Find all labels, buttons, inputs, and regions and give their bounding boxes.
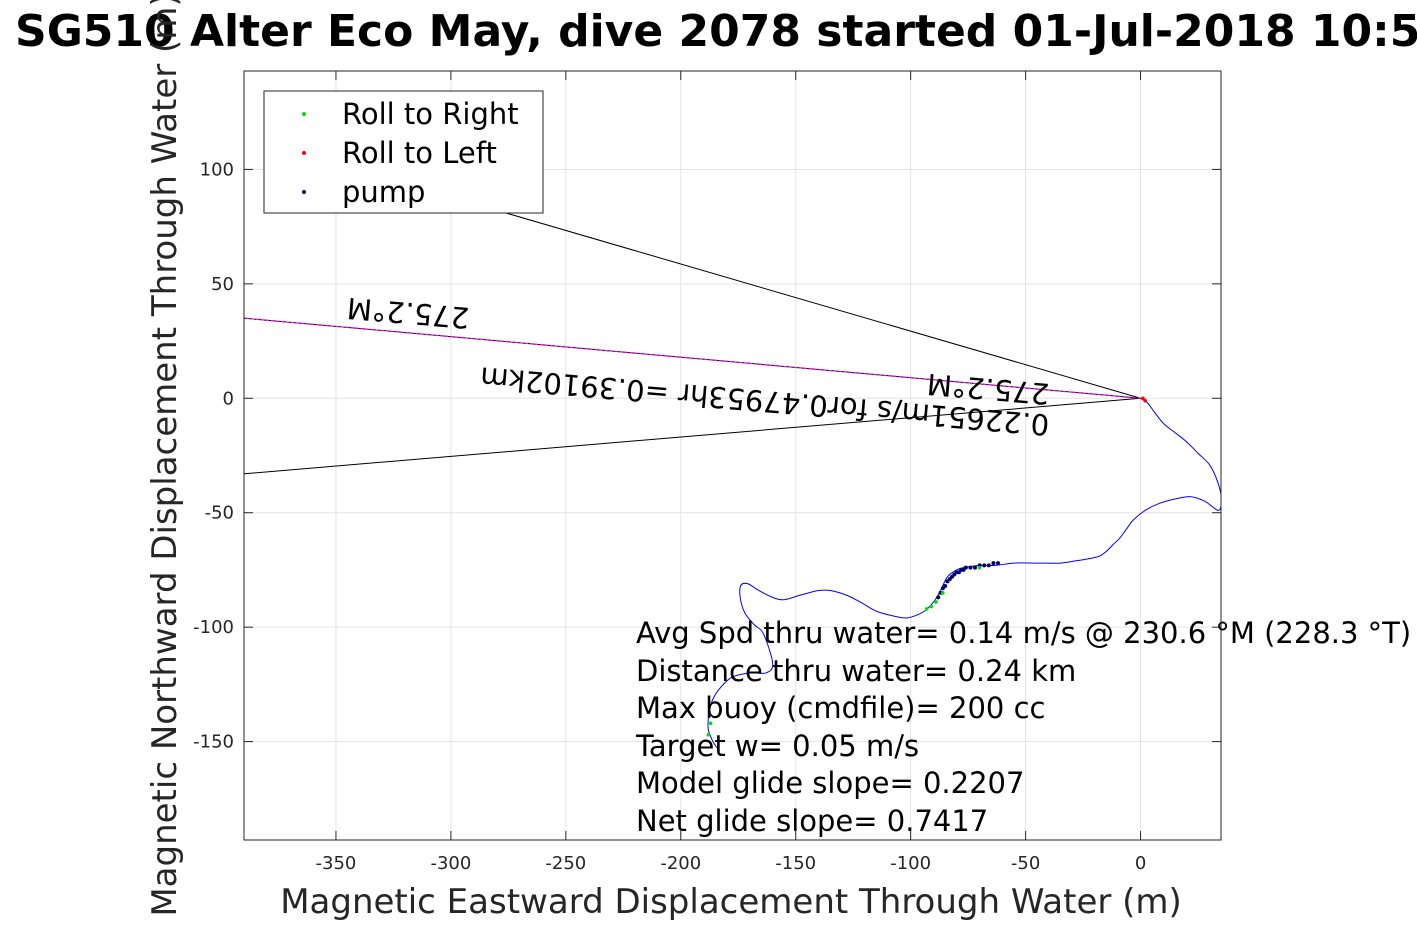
legend-marker-roll-left [302, 151, 306, 155]
legend-label-pump: pump [342, 175, 425, 209]
y-tick-label: 0 [223, 388, 234, 409]
pump-point [973, 565, 978, 570]
pump-point [945, 579, 950, 584]
roll-right-point [706, 732, 711, 737]
legend: Roll to Right Roll to Left pump [263, 90, 544, 214]
grid-lines [244, 71, 1221, 840]
current-vector-line [244, 317, 1141, 399]
chart-title: SG510 Alter Eco May, dive 2078 started 0… [15, 6, 1417, 57]
roll-right-point [977, 565, 982, 570]
glider-track-line [707, 397, 1221, 749]
x-tick-label: -150 [775, 853, 816, 874]
x-tick-labels: -350 -300 -250 -200 -150 -100 -50 0 [316, 71, 1146, 874]
stat-net-glide: Net glide slope= 0.7417 [636, 804, 988, 838]
x-tick-label: -350 [316, 853, 357, 874]
y-tick-label: 100 [200, 159, 234, 180]
stat-model-glide: Model glide slope= 0.2207 [636, 766, 1024, 800]
pump-point [996, 561, 1001, 566]
roll-right-point [934, 600, 938, 604]
x-tick-label: -300 [430, 853, 471, 874]
bearing-line-lower [244, 397, 1141, 475]
stat-distance: Distance thru water= 0.24 km [636, 654, 1076, 688]
bearing-line-upper [450, 196, 1141, 399]
pump-point [968, 565, 973, 570]
x-tick-label: -250 [545, 853, 586, 874]
x-tick-label: 0 [1135, 853, 1146, 874]
roll-right-point [924, 607, 929, 611]
stat-max-buoy: Max buoy (cmdfile)= 200 cc [636, 691, 1045, 725]
roll-right-point [929, 604, 934, 609]
roll-right-point [708, 721, 713, 726]
legend-box [263, 90, 544, 214]
axes-frame [243, 70, 1222, 841]
legend-marker-roll-right [302, 112, 306, 116]
stat-target-w: Target w= 0.05 m/s [635, 729, 919, 763]
stat-avg-speed: Avg Spd thru water= 0.14 m/s @ 230.6 °M … [636, 616, 1411, 650]
pump-point [991, 561, 996, 566]
pump-point [940, 586, 945, 591]
y-tick-label: -50 [205, 503, 234, 524]
stats-block: Avg Spd thru water= 0.14 m/s @ 230.6 °M … [635, 616, 1411, 838]
roll-left-point [1143, 398, 1147, 403]
y-tick-label: -150 [193, 732, 234, 753]
pump-point [986, 563, 991, 568]
legend-label-roll-right: Roll to Right [342, 97, 519, 131]
y-tick-labels: -150 -100 -50 0 50 100 [193, 159, 1221, 753]
pump-point [936, 595, 941, 600]
roll-right-point [941, 591, 945, 595]
pump-point [982, 563, 987, 568]
x-tick-label: -50 [1011, 853, 1040, 874]
plot-content [244, 196, 1221, 749]
x-tick-label: -100 [890, 853, 931, 874]
y-tick-label: 50 [211, 274, 234, 295]
y-axis-label: Magnetic Northward Displacement Through … [145, 0, 185, 917]
legend-marker-pump [302, 190, 306, 194]
x-tick-label: -200 [660, 853, 701, 874]
legend-label-roll-left: Roll to Left [342, 136, 497, 170]
roll-left-point [1141, 396, 1145, 401]
y-tick-label: -100 [193, 617, 234, 638]
x-axis-label: Magnetic Eastward Displacement Through W… [280, 882, 1182, 922]
